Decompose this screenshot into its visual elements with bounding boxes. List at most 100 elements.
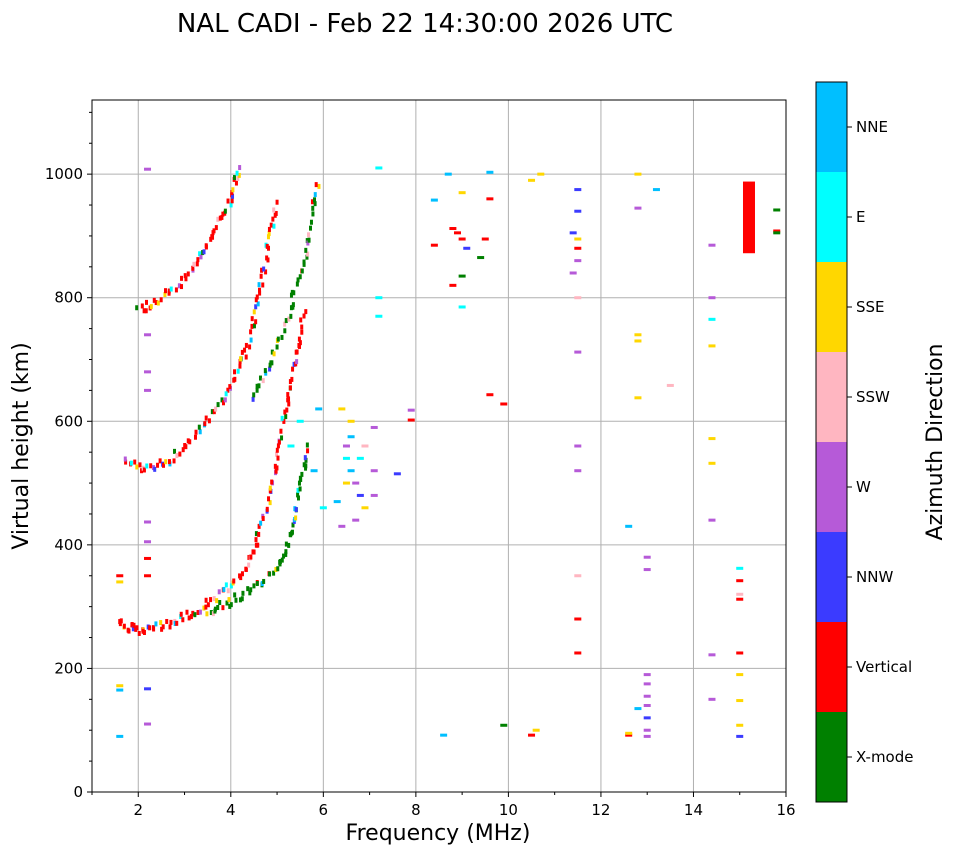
echo-point bbox=[290, 376, 294, 382]
echo-point bbox=[634, 396, 642, 400]
echo-point bbox=[304, 247, 308, 253]
echo-point bbox=[249, 329, 253, 335]
echo-point bbox=[177, 283, 181, 289]
echo-point bbox=[144, 540, 152, 544]
echo-point bbox=[282, 418, 286, 424]
echo-point bbox=[204, 244, 208, 250]
echo-point bbox=[289, 313, 293, 319]
echo-point bbox=[175, 620, 179, 626]
echo-point bbox=[284, 318, 288, 324]
echo-point bbox=[295, 349, 299, 355]
x-tick-label: 8 bbox=[411, 801, 421, 819]
echo-point bbox=[532, 728, 540, 732]
colorbar-title: Azimuth Direction bbox=[923, 343, 948, 540]
echo-point bbox=[280, 435, 284, 441]
echo-point bbox=[135, 305, 139, 311]
echo-point bbox=[309, 219, 313, 225]
echo-point bbox=[306, 448, 310, 454]
echo-point bbox=[296, 487, 300, 493]
echo-point bbox=[284, 414, 288, 420]
echo-point bbox=[300, 329, 304, 335]
echo-point bbox=[643, 555, 651, 559]
echo-point bbox=[574, 259, 582, 263]
echo-point bbox=[342, 481, 350, 485]
echo-point bbox=[500, 723, 508, 727]
echo-point bbox=[210, 409, 214, 415]
echo-point bbox=[574, 469, 582, 473]
echo-point bbox=[319, 506, 327, 510]
x-tick-label: 14 bbox=[684, 801, 703, 819]
echo-point bbox=[352, 518, 360, 522]
echo-point bbox=[256, 542, 260, 548]
echo-point bbox=[185, 609, 189, 615]
echo-point bbox=[643, 694, 651, 698]
echo-point bbox=[430, 243, 438, 247]
echo-point bbox=[342, 444, 350, 448]
echo-point bbox=[223, 397, 227, 403]
echo-point bbox=[342, 456, 350, 460]
echo-point bbox=[574, 617, 582, 621]
echo-point bbox=[209, 597, 213, 603]
echo-point bbox=[708, 518, 716, 522]
echo-point bbox=[290, 530, 294, 536]
echo-point bbox=[537, 172, 545, 176]
echo-point bbox=[116, 580, 124, 584]
echo-point bbox=[266, 257, 270, 263]
echo-point bbox=[213, 606, 217, 612]
echo-point bbox=[193, 612, 197, 618]
echo-point bbox=[231, 187, 235, 193]
x-axis-label: Frequency (MHz) bbox=[346, 821, 531, 846]
echo-point bbox=[643, 734, 651, 738]
echo-point bbox=[268, 485, 272, 491]
echo-point bbox=[257, 383, 261, 389]
echo-point bbox=[265, 243, 269, 249]
echo-point bbox=[247, 562, 251, 568]
echo-point bbox=[144, 308, 148, 314]
echo-point bbox=[347, 469, 355, 473]
echo-point bbox=[218, 600, 222, 606]
echo-point bbox=[131, 626, 135, 632]
echo-point bbox=[277, 439, 281, 445]
echo-point bbox=[228, 384, 232, 390]
chart-title: NAL CADI - Feb 22 14:30:00 2026 UTC bbox=[177, 9, 673, 39]
echo-point bbox=[266, 234, 270, 240]
echo-point bbox=[282, 553, 286, 559]
echo-point bbox=[736, 579, 744, 583]
echo-point bbox=[154, 621, 158, 627]
echo-point bbox=[356, 456, 364, 460]
echo-point bbox=[272, 351, 276, 357]
echo-point bbox=[736, 699, 744, 703]
echo-point bbox=[202, 249, 206, 255]
echo-point bbox=[163, 292, 167, 298]
echo-point bbox=[267, 231, 271, 237]
echo-point bbox=[302, 261, 306, 267]
data-layer bbox=[116, 165, 781, 738]
echo-point bbox=[307, 237, 311, 243]
colorbar-segment bbox=[816, 172, 847, 262]
echo-point bbox=[230, 190, 234, 196]
echo-point bbox=[164, 459, 168, 465]
echo-point bbox=[458, 305, 466, 309]
echo-point bbox=[194, 429, 198, 435]
echo-point bbox=[273, 463, 277, 469]
echo-point bbox=[773, 229, 781, 233]
x-tick-label: 4 bbox=[226, 801, 236, 819]
echo-point bbox=[255, 294, 259, 300]
echo-point bbox=[160, 626, 164, 632]
echo-point bbox=[232, 175, 236, 181]
echo-point bbox=[278, 559, 282, 565]
echo-point bbox=[249, 337, 253, 343]
echo-point bbox=[149, 304, 153, 310]
echo-point bbox=[708, 437, 716, 441]
echo-point bbox=[292, 290, 296, 296]
echo-point bbox=[152, 297, 156, 303]
echo-point bbox=[643, 568, 651, 572]
echo-point bbox=[130, 622, 134, 628]
echo-point bbox=[299, 317, 303, 323]
colorbar-segment bbox=[816, 622, 847, 712]
echo-point bbox=[287, 401, 291, 407]
echo-point bbox=[430, 198, 438, 202]
echo-point bbox=[204, 597, 208, 603]
echo-point bbox=[144, 687, 152, 691]
echo-point bbox=[276, 336, 280, 342]
